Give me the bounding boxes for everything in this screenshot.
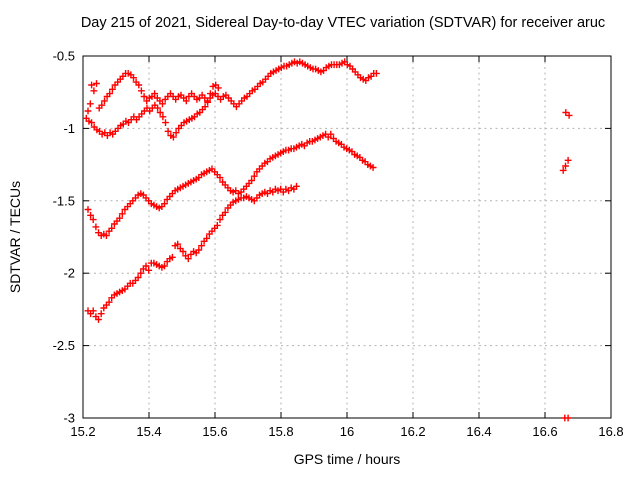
series-track-isolated-plus-markers xyxy=(559,109,573,422)
y-tick-label: -1 xyxy=(63,121,75,136)
series-track-upper-a-plus-markers xyxy=(84,58,380,115)
y-tick-label: -1.5 xyxy=(53,193,75,208)
chart-title: Day 215 of 2021, Sidereal Day-to-day VTE… xyxy=(81,15,605,31)
series-track-lower-plus-markers xyxy=(84,182,300,323)
x-tick-label: 16.2 xyxy=(400,424,425,439)
x-tick-label: 16.8 xyxy=(598,424,623,439)
y-tick-label: -3 xyxy=(63,411,75,426)
y-tick-label: -2.5 xyxy=(53,338,75,353)
x-tick-label: 16 xyxy=(340,424,354,439)
series-track-upper-b-plus-markers xyxy=(82,81,222,141)
y-axis-label: SDTVAR / TECUs xyxy=(7,181,23,293)
x-tick-label: 15.6 xyxy=(202,424,227,439)
axes-and-ticks: 15.2 15.4 15.6 15.8 16 16.2 16.4 16.6 16.8 -3 -2.5… xyxy=(53,49,624,440)
x-tick-label: 15.4 xyxy=(136,424,161,439)
y-tick-label: -2 xyxy=(63,266,75,281)
plot-border xyxy=(82,55,612,419)
x-tick-label: 15.8 xyxy=(268,424,293,439)
series-track-middle-plus-markers xyxy=(84,130,377,239)
grid-lines xyxy=(83,56,611,418)
y-tick-label: -0.5 xyxy=(53,49,75,64)
x-axis-label: GPS time / hours xyxy=(294,451,401,467)
x-tick-label: 16.6 xyxy=(532,424,557,439)
x-tick-label: 15.2 xyxy=(70,424,95,439)
data-points-layer xyxy=(82,58,573,422)
x-tick-label: 16.4 xyxy=(466,424,491,439)
